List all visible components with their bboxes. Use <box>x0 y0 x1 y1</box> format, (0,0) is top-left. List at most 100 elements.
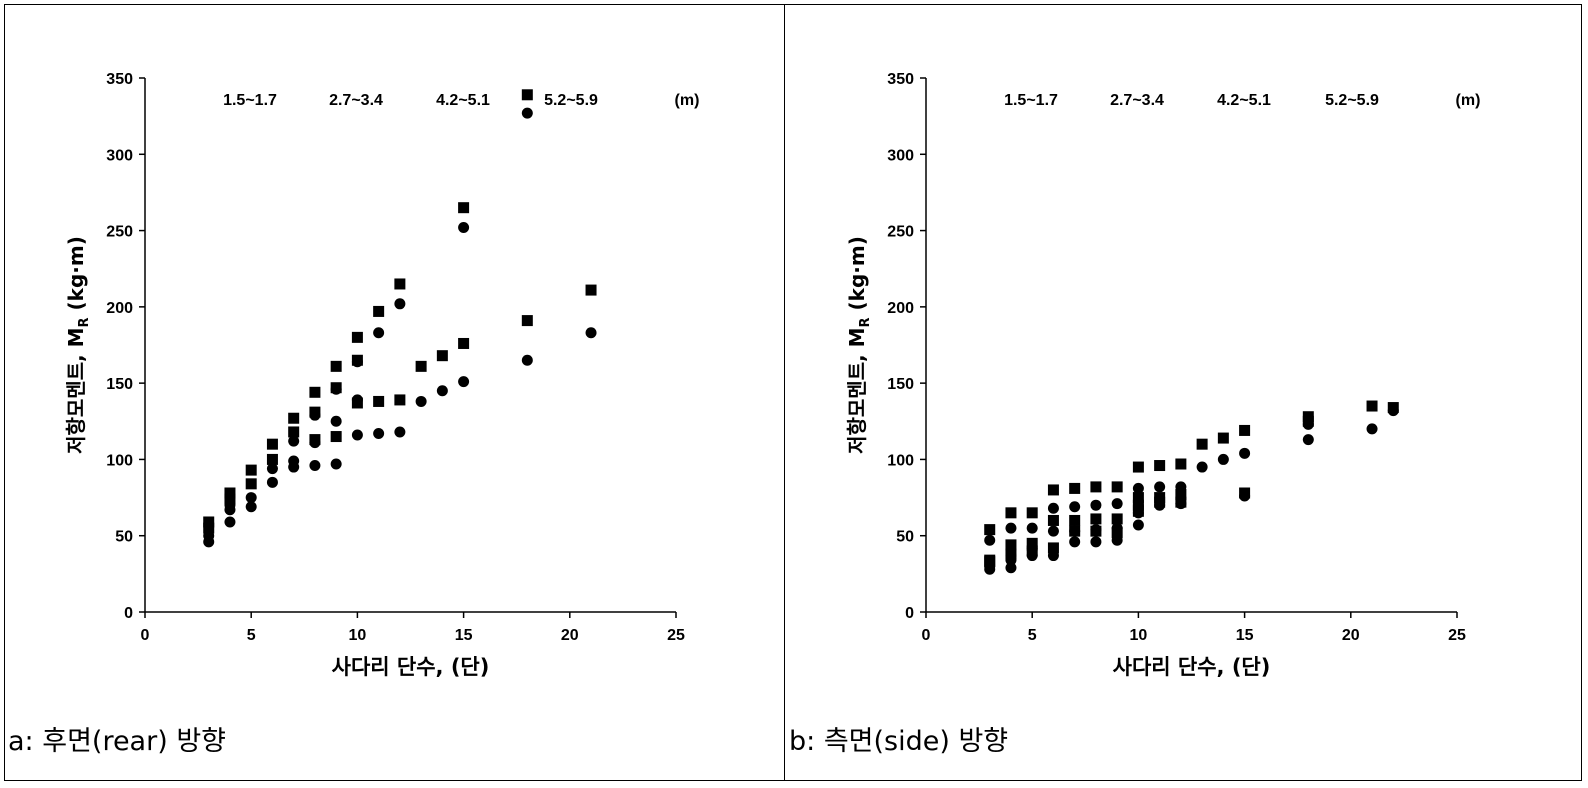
b-square-marker <box>1005 507 1017 519</box>
a-y-tick-label: 200 <box>106 300 133 317</box>
b-circle-marker <box>1005 562 1017 574</box>
a-circle-marker <box>245 492 257 504</box>
b-y-tick-label: 250 <box>887 224 914 241</box>
b-square-marker <box>1005 539 1017 551</box>
b-square-marker <box>984 524 996 536</box>
a-square-marker <box>394 394 406 406</box>
a-square-marker <box>351 331 363 343</box>
b-y-tick-label: 50 <box>896 529 914 546</box>
a-square-marker <box>224 493 236 505</box>
caption-a: a: 후면(rear) 방향 <box>8 726 226 757</box>
a-circle-marker <box>521 354 533 366</box>
a-circle-marker <box>373 327 385 339</box>
b-circle-marker <box>1239 490 1251 502</box>
a-square-marker <box>288 426 300 438</box>
a-circle-marker <box>266 476 278 488</box>
b-circle-marker <box>1090 499 1102 511</box>
a-square-marker <box>415 360 427 372</box>
b-square-marker <box>1366 400 1378 412</box>
b-square-marker <box>1111 513 1123 525</box>
figure-frame <box>4 4 1582 781</box>
b-square-marker <box>1026 507 1038 519</box>
a-square-marker <box>288 412 300 424</box>
b-range-annotation: 1.5~1.7 <box>1004 92 1058 109</box>
b-y-tick-label: 300 <box>887 147 914 164</box>
a-circle-marker <box>224 499 236 511</box>
b-square-marker <box>1196 438 1208 450</box>
b-circle-marker <box>1154 481 1166 493</box>
a-circle-marker <box>373 427 385 439</box>
a-square-marker <box>266 438 278 450</box>
b-circle-marker <box>1132 482 1144 494</box>
b-circle-marker <box>1005 522 1017 534</box>
a-square-marker <box>245 464 257 476</box>
a-circle-marker <box>288 455 300 467</box>
a-circle-marker <box>458 376 470 388</box>
panel-a: 0 5 10 15 20 25 0 50 100 150 200 250 300 350 사다리 단수, (… <box>5 5 784 775</box>
b-square-marker <box>1047 542 1059 554</box>
b-circle-marker <box>984 563 996 575</box>
b-circle-marker <box>1366 423 1378 435</box>
b-square-marker <box>1175 458 1187 470</box>
a-circle-marker <box>288 435 300 447</box>
b-circle-marker <box>1154 499 1166 511</box>
b-x-tick-label: 25 <box>1448 627 1466 644</box>
a-x-tick-label: 10 <box>349 627 367 644</box>
a-y-tick-label: 50 <box>115 529 133 546</box>
a-y-tick-label: 100 <box>106 452 133 469</box>
b-circle-marker <box>1302 418 1314 430</box>
a-square-marker <box>330 360 342 372</box>
b-circle-marker <box>1005 554 1017 566</box>
b-y-tick-label: 150 <box>887 376 914 393</box>
a-circle-marker <box>330 415 342 427</box>
a-square-marker <box>203 516 215 528</box>
b-circle-marker <box>1047 525 1059 537</box>
b-square-marker <box>1217 432 1229 444</box>
b-x-tick-label: 5 <box>1028 627 1037 644</box>
b-circle-marker <box>1069 536 1081 548</box>
b-square-marker <box>1111 481 1123 493</box>
b-y-tick-label: 0 <box>905 605 914 622</box>
b-square-marker <box>1090 481 1102 493</box>
b-square-marker <box>1069 482 1081 494</box>
a-square-marker <box>266 453 278 465</box>
a-square-marker <box>521 89 533 101</box>
b-circle-marker <box>1090 536 1102 548</box>
b-circle-marker <box>1047 550 1059 562</box>
b-circle-marker <box>1090 524 1102 536</box>
a-square-marker <box>245 478 257 490</box>
b-x-tick-label: 15 <box>1236 627 1254 644</box>
a-range-annotation: 5.2~5.9 <box>544 92 598 109</box>
a-square-marker <box>330 431 342 443</box>
a-square-marker <box>224 487 236 499</box>
a-square-marker <box>585 284 597 296</box>
a-circle-marker <box>224 516 236 528</box>
b-x-tick-label: 0 <box>922 627 931 644</box>
a-y-tick-label: 250 <box>106 224 133 241</box>
b-circle-marker <box>1111 522 1123 534</box>
a-circle-marker <box>245 501 257 513</box>
a-range-annotation: (m) <box>675 92 700 109</box>
a-x-tick-label: 25 <box>667 627 685 644</box>
b-circle-marker <box>1175 498 1187 510</box>
a-circle-marker <box>309 460 321 472</box>
a-x-axis-label: 사다리 단수, (단) <box>332 655 490 679</box>
a-circle-marker <box>351 394 363 406</box>
b-circle-marker <box>1132 499 1144 511</box>
a-y-tick-label: 350 <box>106 71 133 88</box>
a-square-marker <box>458 337 470 349</box>
a-circle-marker <box>394 426 406 438</box>
b-circle-marker <box>1047 502 1059 514</box>
b-square-marker <box>1047 514 1059 526</box>
a-range-annotation: 2.7~3.4 <box>329 92 383 109</box>
a-circle-marker <box>415 395 427 407</box>
a-circle-marker <box>521 107 533 119</box>
b-square-marker <box>1090 513 1102 525</box>
b-square-marker <box>1132 492 1144 504</box>
a-circle-marker <box>394 298 406 310</box>
a-square-marker <box>521 315 533 327</box>
a-range-annotation: 1.5~1.7 <box>223 92 277 109</box>
a-square-marker <box>373 305 385 317</box>
b-circle-marker <box>1111 498 1123 510</box>
